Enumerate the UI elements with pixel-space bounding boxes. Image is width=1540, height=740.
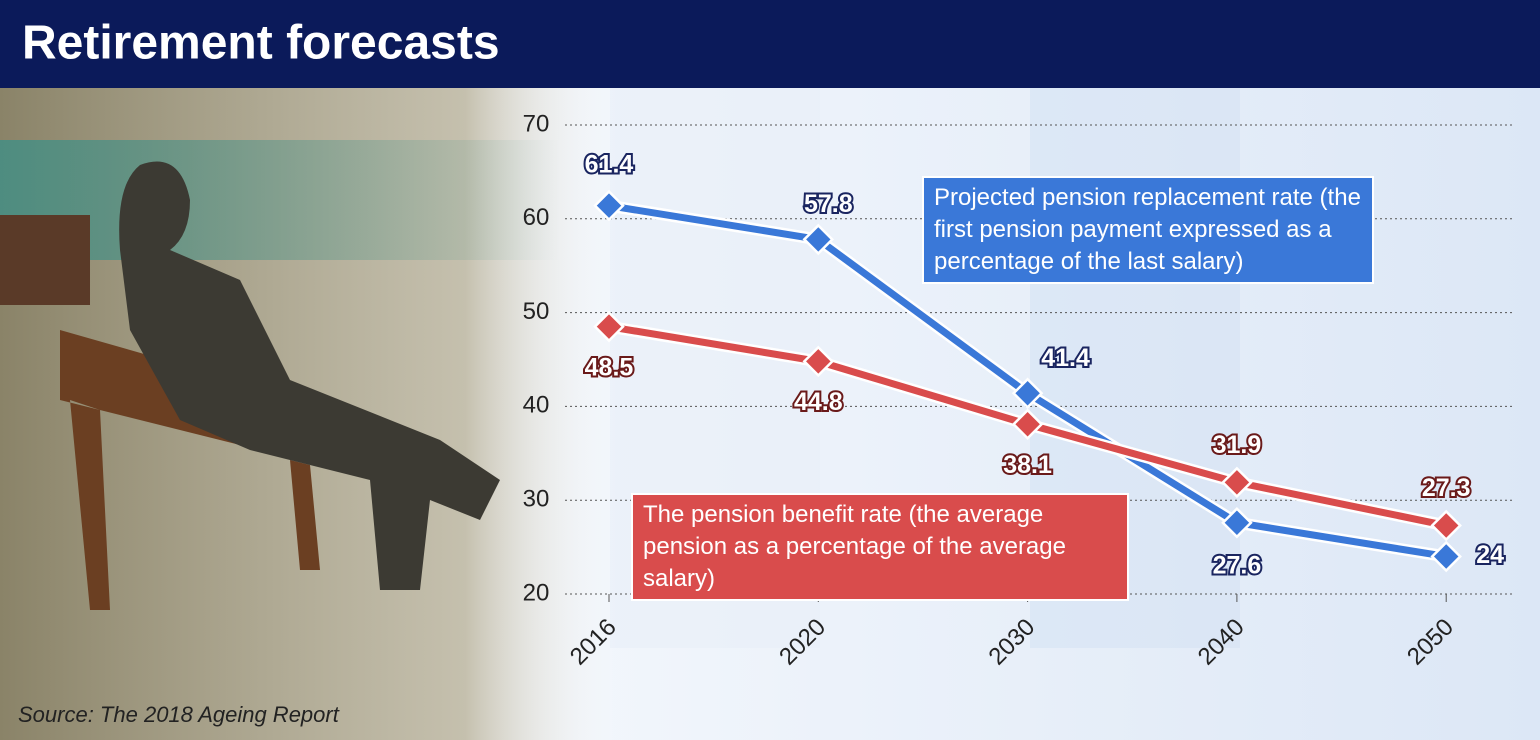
y-tick-label: 40 bbox=[523, 392, 550, 419]
point bbox=[593, 310, 625, 343]
data-label: 57.8 bbox=[804, 190, 853, 218]
y-tick-label: 60 bbox=[523, 204, 550, 231]
legend-entry: Projected pension replacement rate (the … bbox=[922, 176, 1374, 284]
chart-title: Retirement forecasts bbox=[22, 17, 500, 70]
data-label: 27.3 bbox=[1422, 474, 1471, 502]
point bbox=[1221, 466, 1253, 499]
point bbox=[1011, 377, 1044, 410]
point bbox=[802, 223, 835, 256]
data-label: 44.8 bbox=[794, 388, 843, 416]
title-bar bbox=[0, 0, 1540, 88]
photo-bench bbox=[0, 215, 90, 305]
y-tick-label: 20 bbox=[523, 579, 550, 606]
source: Source: The 2018 Ageing Report bbox=[18, 702, 340, 727]
data-label: 31.9 bbox=[1213, 431, 1262, 459]
point bbox=[802, 345, 835, 378]
data-label: 27.6 bbox=[1213, 551, 1262, 579]
point bbox=[1430, 509, 1462, 542]
data-label: 41.4 bbox=[1041, 344, 1090, 372]
photo-water bbox=[0, 140, 560, 260]
point bbox=[1221, 506, 1253, 539]
y-tick-label: 30 bbox=[523, 486, 550, 513]
photo-person bbox=[119, 161, 501, 591]
data-label: 48.5 bbox=[585, 353, 634, 381]
point bbox=[1011, 408, 1044, 440]
y-tick-label: 70 bbox=[523, 110, 550, 137]
point bbox=[593, 189, 625, 222]
data-label: 61.4 bbox=[585, 150, 634, 178]
y-tick-label: 50 bbox=[523, 298, 550, 325]
legend-entry: The pension benefit rate (the average pe… bbox=[631, 493, 1129, 601]
point bbox=[1430, 540, 1462, 573]
data-label: 38.1 bbox=[1003, 451, 1052, 479]
data-label: 24 bbox=[1476, 541, 1504, 569]
